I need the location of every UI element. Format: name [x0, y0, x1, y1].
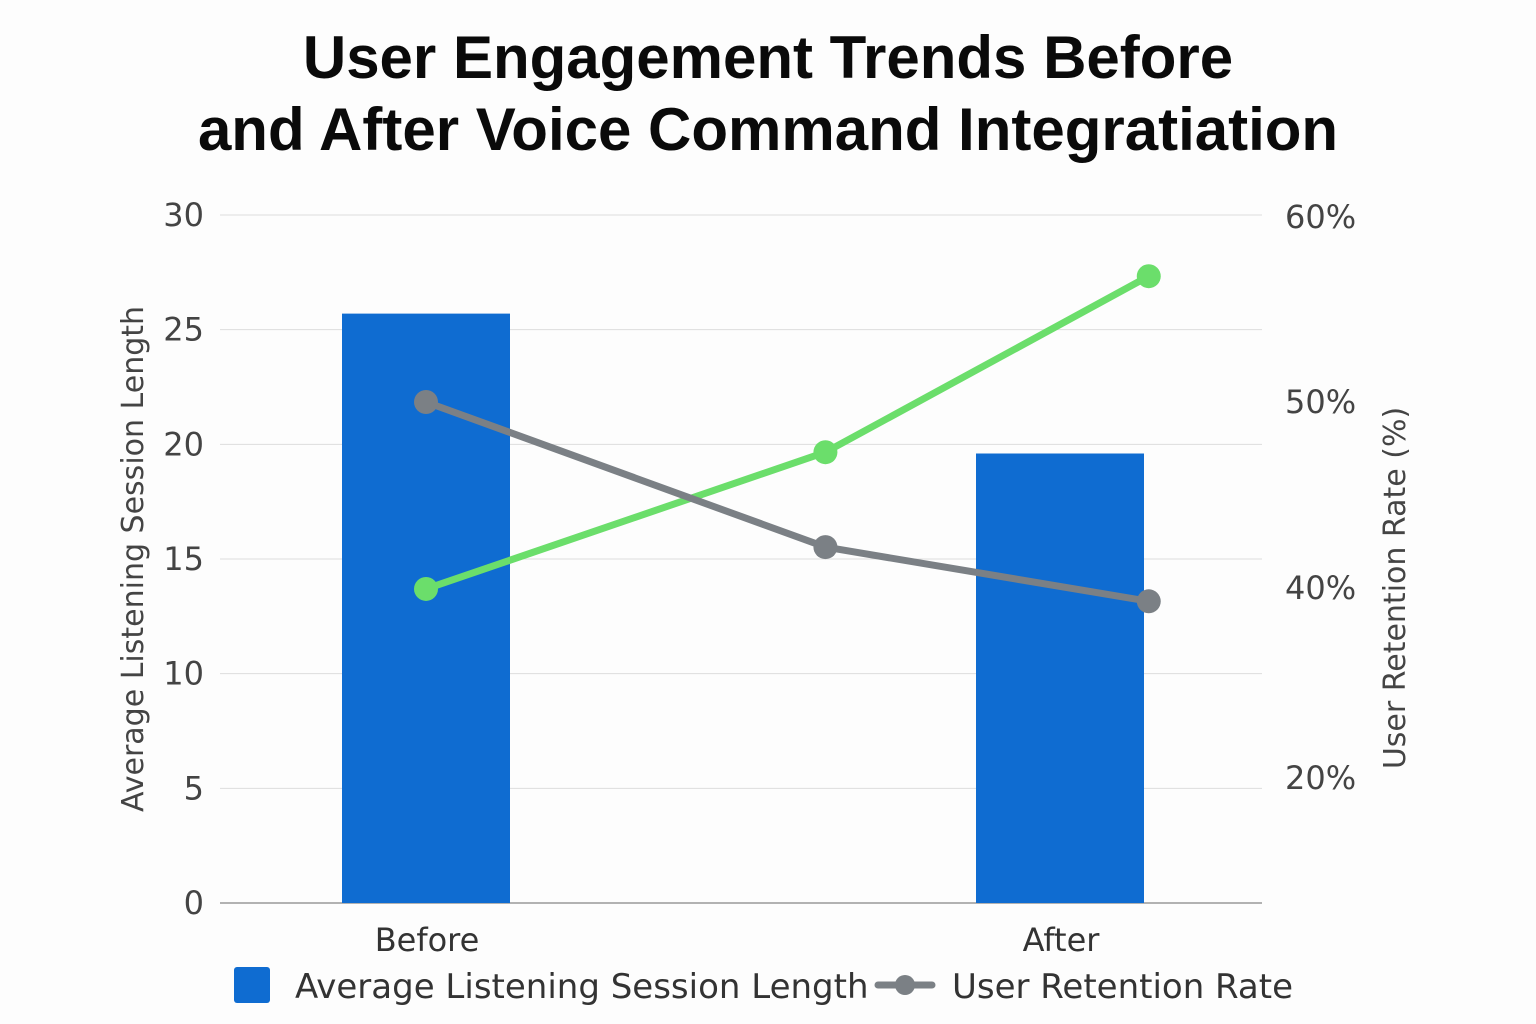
y2-axis-tick-label: 20% — [1285, 759, 1356, 797]
y-axis-title: Average Listening Session Length — [116, 306, 151, 812]
x-axis-category-label: After — [1023, 921, 1101, 959]
legend-swatch-bar — [234, 967, 270, 1003]
x-axis-category-label: Before — [375, 921, 480, 959]
legend-label: Average Listening Session Length — [295, 967, 869, 1007]
axes: 0 5 10 15 20 25 30 20% 40% 50% 60% Average Listenin… — [116, 196, 1413, 959]
y-axis-tick-label: 5 — [184, 769, 204, 807]
y2-axis-tick-label: 40% — [1285, 569, 1356, 607]
series-point — [1136, 264, 1161, 289]
legend-swatch-marker — [895, 975, 915, 995]
y-axis-tick-label: 10 — [163, 655, 204, 693]
series-point — [813, 440, 838, 465]
series-point — [414, 576, 438, 601]
line-series — [414, 264, 1161, 614]
y-axis-tick-label: 15 — [163, 540, 204, 578]
y2-axis-tick-label: 60% — [1285, 198, 1356, 236]
bar — [976, 453, 1144, 903]
series-point — [1136, 589, 1161, 614]
y2-axis-tick-label: 50% — [1285, 383, 1356, 421]
bar-series — [342, 313, 1144, 903]
legend-label: User Retention Rate — [952, 967, 1293, 1007]
y-axis-tick-label: 20 — [163, 425, 204, 463]
y2-axis-title: User Retention Rate (%) — [1378, 407, 1413, 769]
y-axis-tick-label: 0 — [184, 884, 204, 922]
series-point — [813, 535, 838, 560]
y-axis-tick-label: 30 — [163, 196, 204, 234]
y-axis-tick-label: 25 — [163, 311, 204, 349]
chart-title: User Engagement Trends Before and After … — [197, 24, 1339, 163]
series-point — [414, 390, 438, 414]
legend: Average Listening Session Length User Ret… — [234, 967, 1293, 1007]
